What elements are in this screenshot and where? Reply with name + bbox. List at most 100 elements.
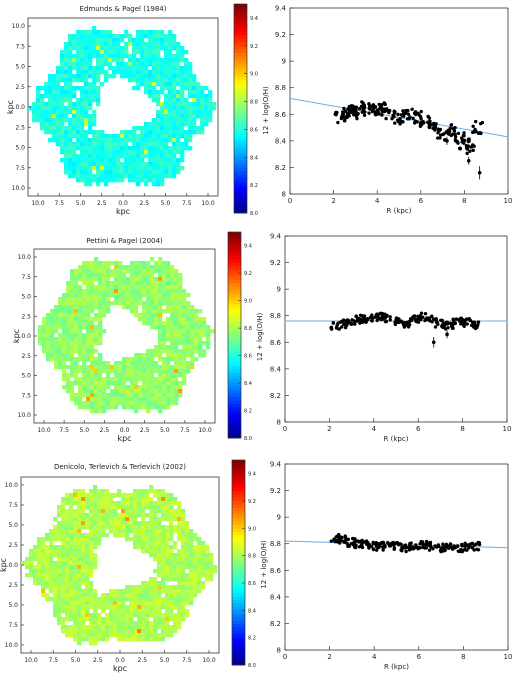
data-point <box>398 120 402 125</box>
colorbar-tick-label: 9.2 <box>244 271 252 277</box>
map-y-tick-label: 7.5 <box>21 392 31 399</box>
map-y-label: kpc <box>0 558 8 572</box>
data-point <box>359 317 363 322</box>
data-point <box>438 133 443 137</box>
map-y-tick-label: 0.0 <box>8 562 18 569</box>
data-point <box>472 129 477 134</box>
map-x-tick-label: 2.5 <box>140 427 150 434</box>
scatter-x-label: R (kpc) <box>384 663 409 671</box>
map-x-tick-label: 10.0 <box>31 200 45 207</box>
data-point <box>473 326 478 331</box>
data-point <box>393 121 397 125</box>
data-point <box>475 547 479 552</box>
colorbar-frame <box>233 3 248 214</box>
colorbar <box>234 4 247 214</box>
data-point <box>453 126 457 130</box>
data-point <box>385 107 389 111</box>
data-point <box>409 541 413 545</box>
map-title: Edmunds & Pagel (1984) <box>80 5 167 13</box>
data-point <box>399 548 403 552</box>
data-point <box>431 547 435 551</box>
data-point <box>396 112 400 117</box>
scatter-y-tick-label: 8.4 <box>270 365 282 373</box>
data-point <box>465 151 469 156</box>
data-point <box>344 321 349 325</box>
error-point <box>466 158 471 163</box>
data-point <box>411 314 415 319</box>
data-point <box>462 323 466 328</box>
data-point <box>352 113 356 117</box>
data-point <box>350 536 355 541</box>
map-y-tick-label: 7.5 <box>15 43 25 50</box>
data-point <box>464 143 469 148</box>
scatter-x-tick-label: 4 <box>375 197 380 205</box>
data-point <box>337 327 341 331</box>
data-point <box>388 318 392 322</box>
data-point <box>386 540 390 545</box>
data-point <box>342 322 346 327</box>
data-point <box>426 317 430 322</box>
data-point <box>478 130 482 135</box>
data-point <box>398 117 402 121</box>
map-y-tick-label: 5.0 <box>8 602 18 609</box>
data-point <box>433 325 438 329</box>
data-point <box>477 542 482 547</box>
data-point <box>400 545 404 550</box>
data-point <box>427 548 432 552</box>
data-point <box>474 542 478 547</box>
data-point <box>452 129 457 133</box>
data-point <box>453 321 458 326</box>
data-point <box>371 105 376 109</box>
data-point <box>343 109 348 113</box>
scatter-y-tick-label: 8 <box>282 191 286 199</box>
map-x-tick-label: 2.5 <box>100 427 110 434</box>
data-point <box>370 109 375 114</box>
data-point <box>380 314 384 319</box>
data-point <box>421 541 425 546</box>
map-x-tick-label: 7.5 <box>180 427 190 434</box>
colorbar-tick-label: 9.2 <box>248 499 256 505</box>
data-point <box>410 545 415 549</box>
data-point <box>384 116 388 121</box>
colorbar-tick-label: 9.2 <box>250 44 258 50</box>
map-y-tick-label: 2.5 <box>21 313 31 320</box>
data-point <box>358 321 362 325</box>
data-point <box>381 540 385 545</box>
data-point <box>346 537 350 542</box>
data-point <box>462 131 466 135</box>
data-point <box>355 116 359 121</box>
colorbar-tick-label: 9.4 <box>248 472 256 478</box>
scatter-y-tick-label: 8.4 <box>270 593 282 601</box>
data-point <box>384 314 389 319</box>
data-point <box>411 116 415 121</box>
data-point <box>370 319 374 323</box>
data-point <box>467 546 471 550</box>
colorbar-label: 12 + log(O/H) <box>256 312 264 361</box>
scatter-y-tick-label: 9.2 <box>275 31 286 39</box>
data-point <box>376 542 380 547</box>
data-point <box>405 323 409 327</box>
data-point <box>418 314 422 318</box>
scatter-y-tick-label: 9.4 <box>275 5 287 13</box>
data-point <box>337 541 342 545</box>
data-point <box>374 548 379 552</box>
data-point <box>429 314 434 319</box>
data-point <box>367 111 371 115</box>
data-point <box>413 110 418 114</box>
map-x-tick-label: 0.0 <box>118 200 128 207</box>
data-point <box>410 107 414 111</box>
map-x-tick-label: 5.0 <box>160 427 170 434</box>
colorbar-tick-label: 9.4 <box>250 16 258 22</box>
map-y-tick-label: 10.0 <box>5 642 19 649</box>
data-point <box>456 131 461 136</box>
data-point <box>340 325 344 329</box>
scatter-frame <box>289 7 509 195</box>
scatter-y-tick-label: 8.8 <box>275 84 286 92</box>
map-y-tick-label: 7.5 <box>8 502 18 509</box>
data-point <box>378 311 383 315</box>
map-y-tick-label: 2.5 <box>8 582 18 589</box>
data-point <box>335 323 340 327</box>
colorbar-tick-label: 8.6 <box>250 127 258 133</box>
data-point <box>342 106 346 111</box>
data-point <box>439 318 443 322</box>
